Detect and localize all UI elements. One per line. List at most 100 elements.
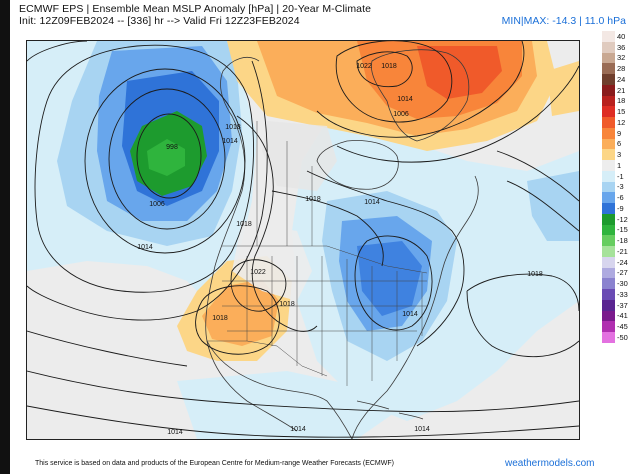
isobar-1018-greenland [335, 41, 453, 123]
colorbar-swatch [602, 224, 615, 236]
colorbar-swatch [602, 127, 615, 139]
colorbar-tick-label: 1 [617, 160, 622, 170]
east-coast [351, 175, 479, 439]
colorbar-swatch [602, 63, 615, 74]
colorbar-tick-label: -6 [617, 193, 624, 203]
colorbar-tick-label: 28 [617, 64, 626, 74]
colorbar-row: 24 [602, 74, 632, 85]
isobar-1014-arctic [316, 41, 525, 138]
isobar-label: 1006 [149, 201, 165, 208]
colorbar-tick-label: 32 [617, 53, 626, 63]
isobar-label: 1022 [356, 63, 372, 70]
isobar-1018-atlantic [466, 273, 579, 358]
isobar-1022-rockies [230, 259, 287, 312]
isobar-label: 1006 [393, 111, 409, 118]
canadian-provinces [256, 121, 313, 246]
isobar-1010-arctic [336, 65, 579, 163]
isobar-1010 [34, 44, 254, 293]
map-subtitle: Init: 12Z09FEB2024 -- [336] hr --> Valid… [19, 15, 300, 27]
colorbar-row: 3 [602, 149, 632, 160]
colorbar-row: -33 [602, 289, 632, 300]
colorbar-tick-label: -37 [617, 300, 628, 310]
colorbar-tick-label: -15 [617, 225, 628, 235]
isobar-label: 1022 [250, 269, 266, 276]
anomaly-fill-neutral-hudson [262, 121, 337, 191]
colorbar-tick-label: -41 [617, 311, 628, 321]
colorbar-swatch [602, 299, 615, 311]
colorbar-swatch [602, 181, 615, 193]
isobar-1006-east-atlantic [506, 180, 579, 232]
isobar-1014-eastern-us [354, 235, 433, 331]
colorbar-row: -37 [602, 299, 632, 311]
anomaly-fill-neg9-eastern-us [357, 241, 422, 316]
isobar-label: 1018 [527, 271, 543, 278]
colorbar-swatch [602, 235, 615, 246]
colorbar-row: -12 [602, 213, 632, 225]
isobar-label: 1014 [414, 426, 430, 433]
colorbar-tick-label: 15 [617, 107, 626, 117]
colorbar-swatch [602, 289, 615, 300]
colorbar-row: -30 [602, 278, 632, 289]
anomaly-fill-pos12-arctic [417, 46, 502, 99]
colorbar-tick-label: 40 [617, 31, 626, 41]
colorbar-row: 18 [602, 95, 632, 107]
isobar-1002 [108, 88, 226, 230]
colorbar-swatch [602, 203, 615, 214]
colorbar-swatch [602, 310, 615, 322]
colorbar-tick-label: -33 [617, 289, 628, 299]
isobar-label: 1018 [381, 63, 397, 70]
isobar-label: 1014 [167, 429, 183, 436]
isobar-1010-south [27, 330, 188, 367]
colorbar-row: 21 [602, 84, 632, 96]
colorbar-tick-label: 6 [617, 139, 622, 149]
colorbar-row: 36 [602, 41, 632, 53]
isobar-998 [136, 113, 202, 199]
brand-link[interactable]: weathermodels.com [505, 458, 595, 469]
hudson-bay [316, 140, 399, 190]
colorbar-row: -21 [602, 246, 632, 257]
colorbar-tick-label: -18 [617, 236, 628, 246]
isobar-label: 1014 [222, 138, 238, 145]
isobar-label: 1018 [305, 196, 321, 203]
colorbar-swatch [602, 74, 615, 85]
colorbar-swatch [602, 160, 615, 171]
colorbar-row: -45 [602, 321, 632, 332]
isobar-1006 [84, 68, 246, 254]
anomaly-fill-pos6-southwest [202, 279, 279, 346]
colorbar-row: 32 [602, 52, 632, 64]
colorbar-tick-label: -45 [617, 322, 628, 332]
colorbar-tick-label: -27 [617, 268, 628, 278]
colorbar-tick-label: 36 [617, 42, 626, 52]
map-title: ECMWF EPS | Ensemble Mean MSLP Anomaly [… [19, 3, 372, 15]
canada-us-border [222, 245, 428, 274]
min-max-readout: MIN|MAX: -14.3 | 11.0 hPa [501, 15, 626, 27]
isobar-label: 1018 [212, 315, 228, 322]
colorbar-swatch [602, 138, 615, 150]
colorbar-swatch [602, 246, 615, 257]
isobar-1018-west [236, 115, 318, 332]
us-state-lines [222, 256, 427, 386]
isobar-1022-greenland [356, 51, 413, 88]
us-mexico-border [207, 340, 328, 377]
colorbar-legend: 40 36 32 28 24 21 18 15 12 9 6 3 1 -1 -3 -6 -9 -12 -15 -18-… [602, 31, 632, 343]
colorbar-tick-label: -12 [617, 214, 628, 224]
colorbar-tick-label: 24 [617, 74, 626, 84]
caribbean-islands [356, 400, 424, 420]
colorbar-swatch [602, 95, 615, 107]
anomaly-map: 998 1006 1014 1018 1014 1018 1018 1014 1022 1018 1… [26, 40, 580, 440]
colorbar-row: -15 [602, 224, 632, 236]
mexico-coast [206, 340, 298, 432]
colorbar-row: -6 [602, 192, 632, 203]
isobar-label: 1018 [279, 301, 295, 308]
isobar-label: 1018 [236, 221, 252, 228]
colorbar-tick-label: 3 [617, 150, 622, 160]
data-source-disclaimer: This service is based on data and produc… [35, 460, 394, 467]
colorbar-tick-label: -30 [617, 279, 628, 289]
colorbar-swatch [602, 192, 615, 203]
colorbar-row: -41 [602, 310, 632, 322]
isobar-label: 1014 [137, 244, 153, 251]
colorbar-swatch [602, 213, 615, 225]
isobar-label: 998 [166, 144, 178, 151]
colorbar-swatch [602, 170, 615, 182]
isobar-1018-central [271, 190, 384, 267]
